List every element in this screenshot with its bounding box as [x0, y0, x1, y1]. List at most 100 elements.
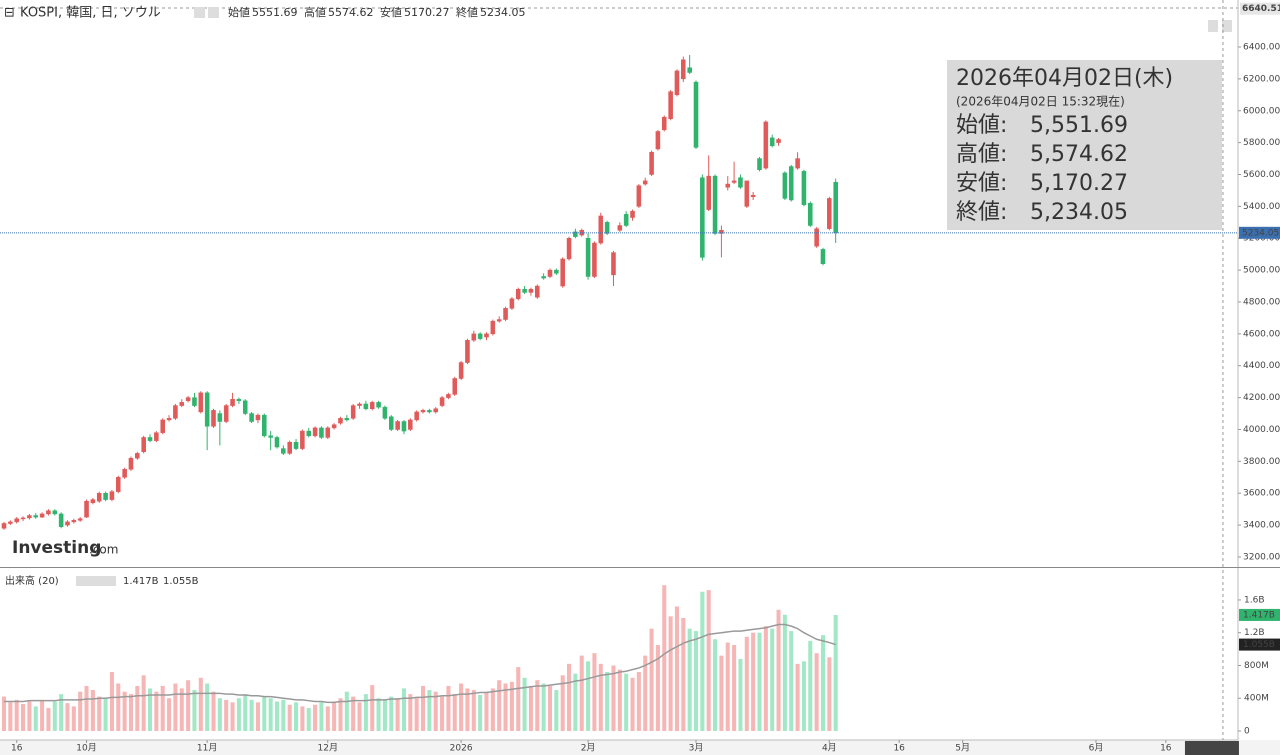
volume-bar [560, 675, 565, 731]
volume-bar [414, 698, 419, 731]
volume-bar [528, 685, 533, 731]
x-tick-label: 2月 [581, 743, 596, 754]
info-value: 5,234.05 [1030, 200, 1128, 225]
candle-body [642, 180, 648, 185]
y-tick-label: 6400.00 [1243, 43, 1280, 53]
volume-bar [782, 614, 787, 731]
candle-body [535, 285, 540, 298]
y-tick-label: 3200.00 [1243, 552, 1280, 562]
candle-body [128, 457, 134, 470]
volume-ma: 1.055B [163, 576, 199, 587]
candle-body [446, 394, 451, 398]
candle-body [788, 166, 794, 201]
x-tick-label: 4月 [822, 743, 837, 754]
candle-body [433, 408, 438, 413]
candle-body [693, 81, 699, 148]
candle-body [217, 413, 223, 422]
x-tick-label: 2026 [450, 744, 473, 754]
volume-bar [14, 699, 19, 731]
candle-body [395, 421, 400, 430]
candle-body [319, 427, 324, 438]
volume-bar [554, 690, 559, 731]
candle-body [427, 410, 432, 413]
y-tick-label: 4600.00 [1243, 329, 1280, 339]
candle-body [414, 411, 419, 421]
candle-body [560, 258, 565, 287]
info-as-of: (2026年04月02日 15:32現在) [956, 95, 1125, 109]
info-value: 5,170.27 [1030, 171, 1128, 196]
volume-bar [693, 631, 699, 731]
volume-icons[interactable] [76, 576, 116, 586]
candle-body [833, 181, 838, 234]
candle-body [681, 59, 686, 80]
volume-bar [332, 701, 337, 731]
volume-bar [141, 675, 146, 731]
candle-body [668, 91, 673, 119]
candle-body [649, 151, 654, 175]
volume-bar [21, 703, 26, 731]
candle-body [795, 158, 800, 169]
volume-bar [167, 698, 172, 731]
volume-bar [655, 644, 660, 731]
info-label: 終値: [956, 200, 1007, 225]
volume-bar [624, 673, 629, 731]
candle-body [306, 430, 312, 437]
volume-bar [789, 631, 794, 731]
settings-icon[interactable] [194, 7, 205, 18]
volume-bar [33, 706, 38, 731]
volume-bar [674, 606, 679, 731]
y-tick-label: 6200.00 [1243, 74, 1280, 84]
volume-bar [541, 683, 546, 731]
volume-bar [408, 694, 413, 731]
candle-body [338, 418, 343, 424]
candle-body [293, 441, 299, 449]
volume-bar [71, 706, 76, 731]
volume-ma-line [3, 623, 836, 704]
volume-bar [154, 691, 159, 731]
volume-bar [363, 694, 368, 731]
x-tick-label: 5月 [955, 743, 970, 754]
candle-body [376, 402, 381, 408]
candle-body [350, 405, 356, 419]
volume-bar [325, 706, 330, 731]
volume-bar [547, 685, 553, 731]
candle-body [281, 448, 286, 454]
candle-body [820, 249, 826, 264]
volume-bar [52, 701, 57, 731]
volume-bar [770, 628, 775, 731]
volume-bar [820, 635, 826, 731]
volume-ma-box [1239, 638, 1280, 651]
candle-body [173, 405, 178, 419]
last-price-label: 5234.05 [1242, 228, 1279, 238]
info-label: 安値: [956, 171, 1007, 196]
volume-bar [833, 614, 838, 731]
y-tick-label: 3400.00 [1243, 521, 1280, 531]
candle-body [96, 492, 102, 502]
crosshair-box [1184, 741, 1239, 755]
volume-tick-label: 0 [1244, 726, 1250, 736]
candle-body [808, 202, 813, 226]
volume-bar [268, 698, 273, 731]
candle-body [528, 288, 534, 293]
volume-bar [478, 694, 483, 731]
info-box [947, 60, 1222, 230]
close-icon[interactable] [208, 7, 219, 18]
scroll-icon[interactable] [1222, 20, 1232, 32]
volume-bar [243, 694, 248, 731]
volume-tick-label: 800M [1244, 661, 1269, 671]
candle-body [268, 435, 273, 438]
volume-bar [319, 702, 324, 731]
header-value: 5574.62 [328, 6, 374, 19]
volume-ma-axis-label: 1.055B [1243, 640, 1275, 650]
collapse-icon[interactable]: ⊟ [4, 6, 15, 21]
candle-body [154, 432, 159, 441]
candle-body [185, 397, 191, 402]
volume-bar [503, 683, 508, 731]
y-tick-label: 4000.00 [1243, 425, 1280, 435]
scroll-icon[interactable] [1208, 20, 1218, 32]
candle-body [27, 515, 32, 519]
volume-bar [459, 683, 464, 731]
candle-body [496, 319, 502, 322]
x-tick-label: 16 [1160, 744, 1172, 754]
header-label: 終値 [456, 6, 478, 19]
